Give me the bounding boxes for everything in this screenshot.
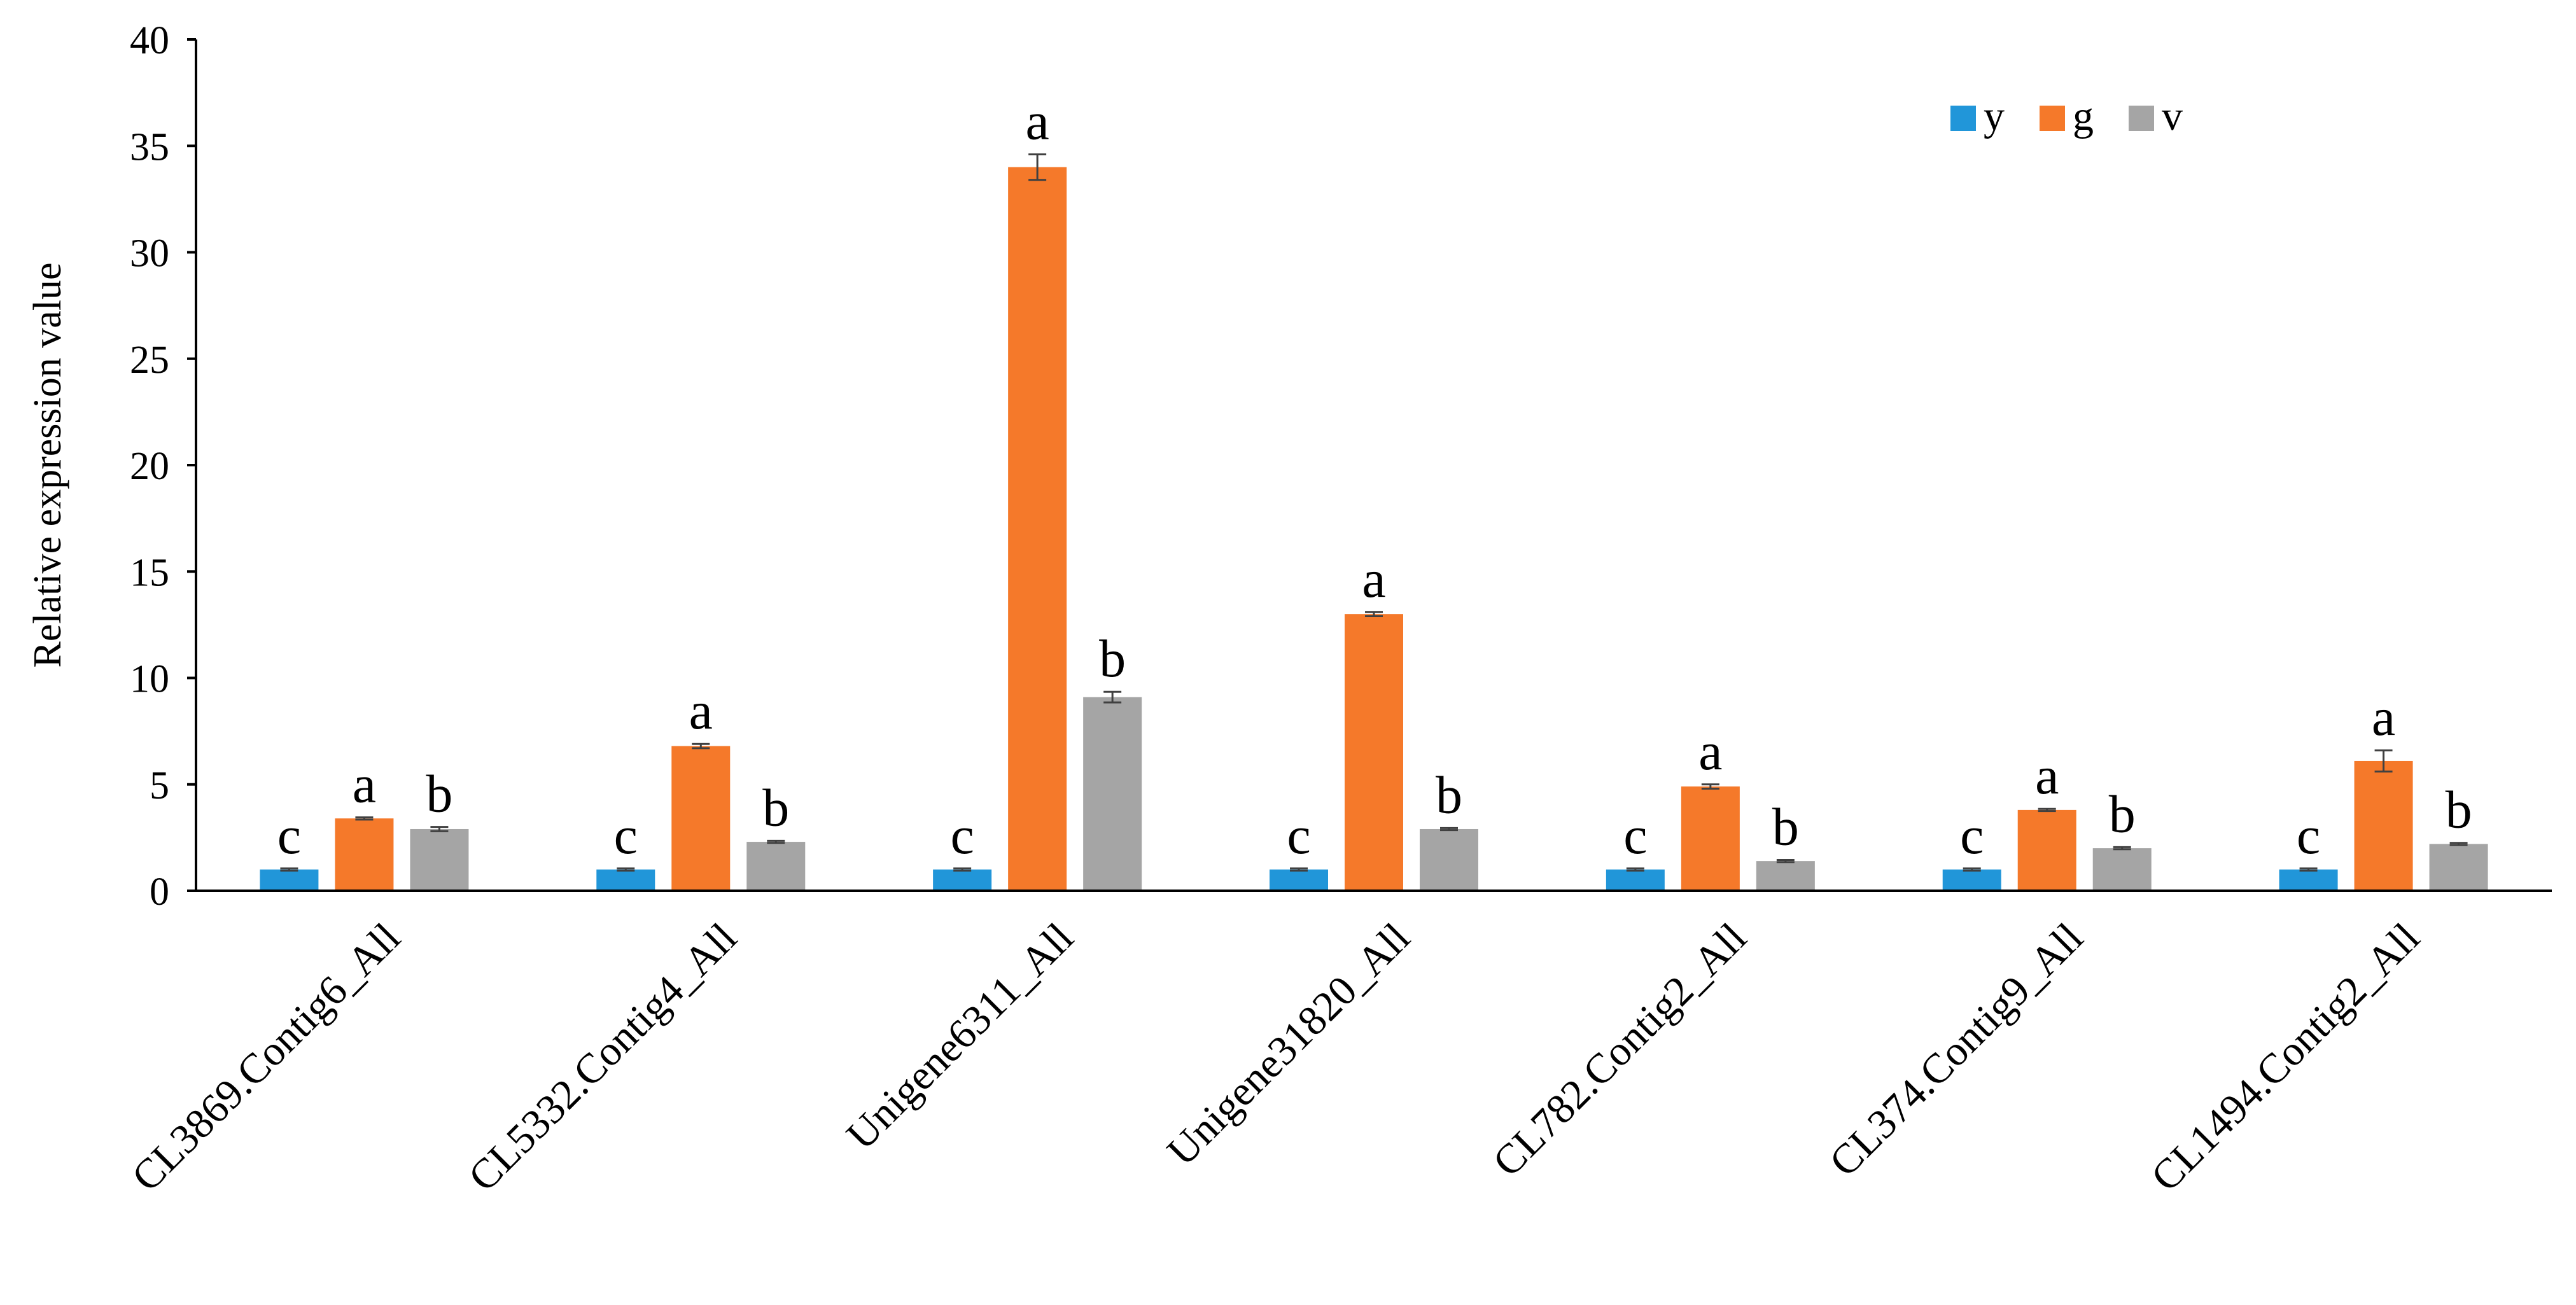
y-tick-label: 40	[130, 19, 169, 62]
bar-y	[1942, 869, 2001, 891]
x-tick-label: CL3869.Contig6_All	[123, 914, 409, 1201]
significance-label: c	[614, 806, 638, 865]
bar-v	[2092, 848, 2152, 891]
bar-v	[410, 828, 469, 891]
x-tick-label: Unigene6311_All	[837, 914, 1082, 1159]
legend-label-y: y	[1984, 93, 2005, 139]
x-tick-label: CL1494.Contig2_All	[2143, 914, 2429, 1201]
bar-y	[2279, 869, 2338, 891]
bar-y	[260, 869, 319, 891]
y-tick-label: 0	[150, 870, 169, 914]
significance-label: b	[1099, 629, 1126, 688]
bar-g	[1345, 614, 1403, 891]
significance-label: a	[2035, 746, 2059, 806]
significance-label: b	[2109, 785, 2136, 844]
legend-label-v: v	[2162, 93, 2183, 139]
y-tick-label: 30	[130, 232, 169, 276]
bar-y	[596, 869, 655, 891]
legend-swatch-y	[1950, 106, 1976, 131]
significance-label: a	[353, 755, 376, 814]
y-tick-label: 20	[130, 445, 169, 488]
y-axis-title: Relative expression value	[26, 262, 69, 667]
x-tick-label: CL782.Contig2_All	[1484, 914, 1755, 1185]
significance-label: c	[2297, 806, 2320, 865]
bar-g	[2354, 760, 2413, 891]
x-axis-tick-labels: CL3869.Contig6_All CL5332.Contig4_All Unig…	[123, 914, 2428, 1201]
significance-label: b	[1436, 765, 1462, 825]
bar-v	[746, 842, 806, 891]
significance-label: a	[1698, 722, 1722, 781]
bar-y	[1606, 869, 1665, 891]
bar-g	[671, 746, 731, 891]
bar-v	[1756, 861, 1815, 891]
significance-label: c	[950, 806, 974, 865]
x-tick-label: CL5332.Contig4_All	[459, 914, 746, 1201]
significance-label: c	[1287, 806, 1310, 865]
significance-label: a	[2372, 688, 2395, 747]
y-tick-label: 5	[150, 764, 169, 807]
significance-label: c	[277, 806, 301, 865]
significance-label: b	[1772, 797, 1799, 856]
legend-label-g: g	[2073, 93, 2094, 139]
legend-swatch-v	[2129, 106, 2154, 131]
x-tick-label: Unigene31820_All	[1158, 914, 1418, 1175]
significance-label: a	[689, 681, 713, 741]
significance-label: b	[2446, 781, 2472, 840]
y-axis-ticks: 0 5 10 15 20 25 30 35 40	[130, 19, 196, 914]
significance-label: a	[1025, 92, 1049, 151]
y-tick-label: 10	[130, 658, 169, 701]
bar-v	[1420, 828, 1478, 891]
x-tick-label: CL374.Contig9_All	[1821, 914, 2092, 1185]
y-tick-label: 35	[130, 125, 169, 169]
significance-label: c	[1960, 806, 1984, 865]
bar-g	[335, 818, 394, 891]
bar-g	[1681, 786, 1740, 891]
significance-label: a	[1362, 550, 1385, 609]
bar-v	[2429, 844, 2488, 891]
y-tick-label: 25	[130, 338, 169, 382]
significance-label: b	[762, 778, 789, 837]
bar-y	[933, 869, 992, 891]
significance-label: b	[426, 765, 452, 824]
legend-swatch-g	[2040, 106, 2065, 131]
bar-v	[1083, 697, 1142, 891]
significance-label: c	[1623, 806, 1647, 865]
bar-g	[1008, 167, 1067, 891]
bar-g	[2017, 809, 2076, 891]
bar-y	[1270, 869, 1328, 891]
y-tick-label: 15	[130, 551, 169, 594]
